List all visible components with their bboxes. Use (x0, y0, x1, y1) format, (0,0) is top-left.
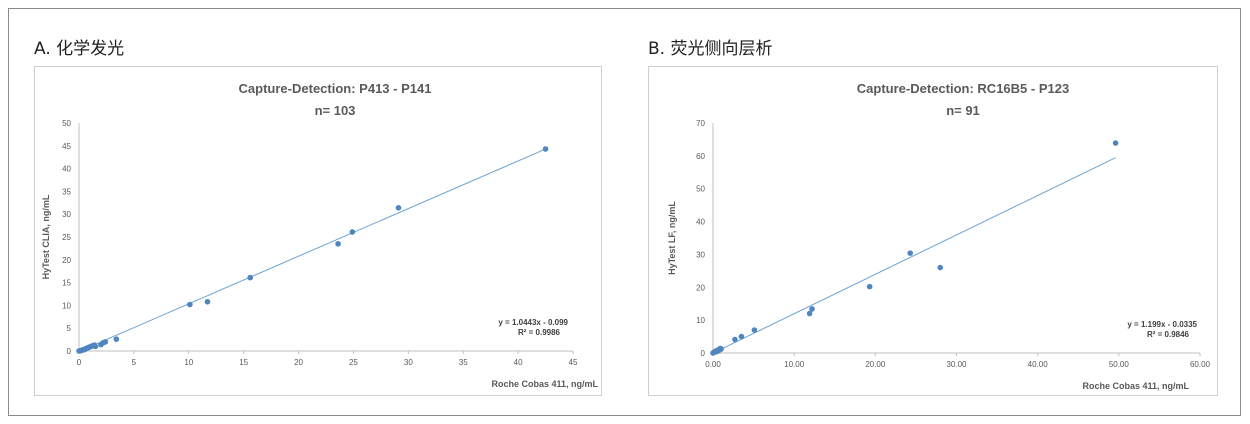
y-tick-label: 20 (696, 283, 705, 292)
x-tick-label: 20.00 (865, 360, 886, 369)
y-tick-label: 30 (62, 210, 71, 219)
y-tick-label: 70 (696, 119, 705, 128)
trendline-r2: R² = 0.9846 (1147, 330, 1190, 339)
data-point (92, 343, 99, 350)
y-tick-label: 30 (696, 250, 705, 259)
y-tick-label: 50 (62, 119, 71, 128)
y-tick-label: 35 (62, 187, 71, 196)
chart-a-container: Capture-Detection: P413 - P141 n= 103 0 5 10… (34, 66, 602, 396)
x-tick-label: 15 (239, 358, 248, 367)
x-tick-label: 60.00 (1190, 360, 1211, 369)
data-point (738, 333, 745, 340)
x-tick-label: 10 (184, 358, 193, 367)
trendline (78, 148, 546, 352)
data-point (751, 327, 758, 333)
x-tick-label: 40 (514, 358, 523, 367)
x-tick-label: 0 (77, 358, 82, 367)
chart-title: Capture-Detection: RC16B5 - P123 (857, 81, 1069, 96)
y-tick-label: 60 (696, 152, 705, 161)
chart-title: Capture-Detection: P413 - P141 (239, 81, 432, 96)
figure-frame (8, 8, 1241, 416)
data-point (204, 298, 211, 305)
chart-a-plot: Capture-Detection: P413 - P141 n= 103 0 5 10… (41, 81, 598, 389)
data-point (395, 205, 402, 211)
data-point (113, 336, 120, 342)
x-tick-label: 40.00 (1028, 360, 1049, 369)
data-point (542, 146, 549, 152)
data-point (102, 339, 109, 345)
data-point (718, 346, 724, 352)
y-tick-label: 20 (62, 256, 71, 265)
panel-b-title: B. 荧光侧向层析 (648, 39, 773, 59)
data-point (1112, 140, 1119, 146)
y-tick-label: 10 (62, 301, 71, 310)
data-point (866, 283, 873, 290)
chart-b-plot: Capture-Detection: RC16B5 - P123 n= 91 0 10… (667, 81, 1211, 391)
data-point (247, 274, 254, 281)
data-point (732, 336, 738, 343)
y-tick-label: 45 (62, 142, 71, 151)
x-axis-label: Roche Cobas 411, ng/mL (1082, 381, 1189, 391)
data-point (907, 250, 914, 256)
data-point (809, 306, 815, 312)
chart-subtitle: n= 103 (315, 103, 356, 118)
y-tick-label: 25 (62, 233, 71, 242)
data-point (335, 241, 341, 247)
x-tick-label: 35 (459, 358, 468, 367)
data-point (937, 264, 944, 271)
trendline-r2: R² = 0.9986 (518, 328, 561, 337)
x-tick-label: 50.00 (1109, 360, 1130, 369)
trendline-equation: y = 1.0443x - 0.099 (498, 318, 568, 327)
y-tick-label: 0 (701, 349, 706, 358)
x-tick-label: 45 (569, 358, 578, 367)
chart-subtitle: n= 91 (946, 103, 980, 118)
y-tick-label: 50 (696, 185, 705, 194)
panel-a-title: A. 化学发光 (34, 39, 125, 59)
x-tick-label: 30.00 (946, 360, 967, 369)
data-point (806, 310, 813, 317)
x-axis-label: Roche Cobas 411, ng/mL (491, 379, 598, 389)
y-axis-label: HyTest CLIA, ng/mL (41, 194, 51, 279)
y-axis-label: HyTest LF, ng/mL (667, 201, 677, 275)
y-tick-label: 10 (696, 316, 705, 325)
x-tick-label: 20 (294, 358, 303, 367)
data-point (187, 301, 193, 308)
y-tick-label: 5 (67, 324, 72, 333)
y-tick-label: 40 (62, 165, 71, 174)
y-tick-label: 40 (696, 218, 705, 227)
y-tick-label: 15 (62, 279, 71, 288)
x-tick-label: 10.00 (784, 360, 805, 369)
chart-b-container: Capture-Detection: RC16B5 - P123 n= 91 0 10… (648, 66, 1218, 396)
y-tick-label: 0 (67, 347, 72, 356)
x-tick-label: 0.00 (705, 360, 721, 369)
trendline-equation: y = 1.199x - 0.0335 (1127, 320, 1197, 329)
trendline (712, 157, 1116, 354)
x-tick-label: 5 (132, 358, 137, 367)
x-tick-label: 30 (404, 358, 413, 367)
x-tick-label: 25 (349, 358, 358, 367)
data-point (349, 229, 356, 235)
